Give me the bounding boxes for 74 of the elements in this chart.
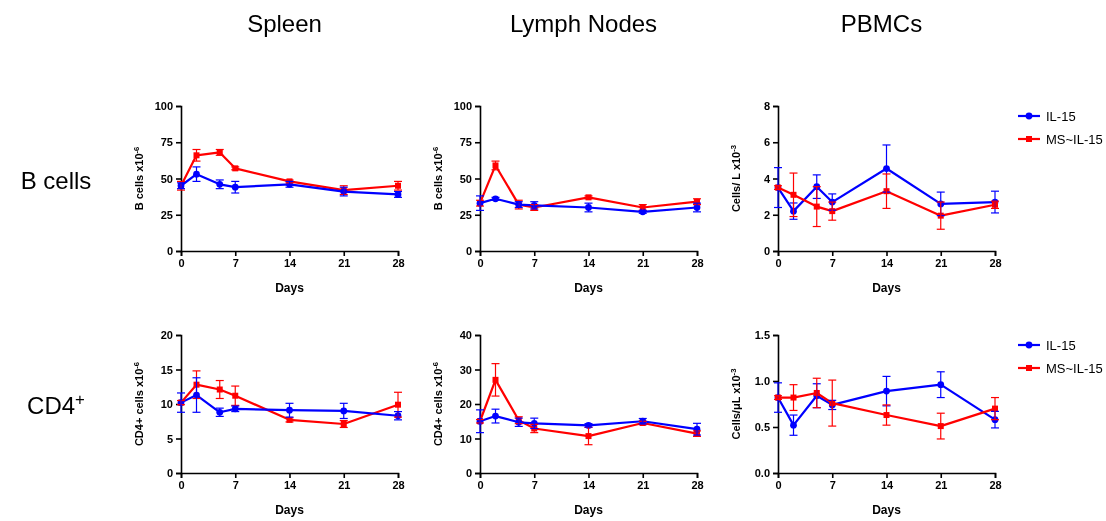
y-tick-label: 20	[160, 329, 173, 342]
chart-title: PBMCs	[840, 10, 923, 37]
x-axis-title: Days	[275, 281, 305, 295]
x-tick-label: 7	[829, 478, 836, 491]
y-tick-label: 0	[763, 245, 770, 258]
y-tick-label: 4	[763, 172, 771, 185]
y-tick-label: 10	[459, 432, 472, 445]
y-tick-label: 8	[763, 100, 770, 113]
y-tick-label: 100	[154, 100, 173, 113]
x-tick-label: 28	[392, 478, 405, 491]
x-tick-label: 7	[829, 256, 836, 269]
y-tick-label: 0	[465, 467, 472, 480]
y-tick-label: 40	[459, 329, 472, 342]
y-tick-label: 25	[160, 208, 173, 221]
x-tick-label: 14	[880, 478, 894, 491]
x-tick-label: 0	[178, 256, 185, 269]
legend-label: IL-15	[1046, 109, 1076, 124]
y-tick-label: 1.5	[754, 329, 770, 342]
y-tick-label: 15	[160, 363, 173, 376]
x-tick-label: 0	[477, 478, 484, 491]
y-tick-label: 0	[166, 467, 173, 480]
x-tick-label: 7	[531, 478, 538, 491]
x-tick-label: 21	[338, 478, 351, 491]
x-tick-label: 21	[935, 478, 948, 491]
y-tick-label: 25	[459, 208, 472, 221]
chart-title: Spleen	[247, 10, 322, 37]
legend-label: IL-15	[1046, 338, 1076, 353]
chart-title: Lymph Nodes	[509, 10, 658, 37]
y-tick-label: 30	[459, 363, 472, 376]
y-tick-label: 1.0	[754, 375, 770, 388]
x-tick-label: 0	[775, 478, 782, 491]
x-axis-title: Days	[872, 281, 902, 295]
x-tick-label: 21	[637, 478, 650, 491]
x-tick-label: 28	[691, 478, 704, 491]
x-tick-label: 7	[232, 478, 239, 491]
x-axis-title: Days	[574, 281, 604, 295]
x-tick-label: 7	[232, 256, 239, 269]
y-tick-label: 0	[166, 245, 173, 258]
y-tick-label: 2	[763, 208, 770, 221]
x-tick-label: 14	[283, 478, 297, 491]
x-tick-label: 14	[582, 256, 596, 269]
y-tick-label: 20	[459, 398, 472, 411]
x-tick-label: 0	[775, 256, 782, 269]
x-tick-label: 0	[178, 478, 185, 491]
y-tick-label: 10	[160, 398, 173, 411]
text: B cells	[20, 166, 92, 194]
x-tick-label: 28	[691, 256, 704, 269]
x-axis-title: Days	[275, 503, 305, 517]
legend-label: MS~IL-15	[1046, 132, 1103, 147]
x-tick-label: 7	[531, 256, 538, 269]
x-tick-label: 28	[392, 256, 405, 269]
y-tick-label: 0.0	[754, 467, 770, 480]
x-tick-label: 21	[637, 256, 650, 269]
y-tick-label: 50	[160, 172, 173, 185]
y-tick-label: 0	[465, 245, 472, 258]
x-tick-label: 14	[880, 256, 894, 269]
y-tick-label: 75	[459, 136, 472, 149]
y-tick-label: 6	[763, 136, 770, 149]
x-tick-label: 28	[989, 478, 1002, 491]
x-tick-label: 14	[582, 478, 596, 491]
x-tick-label: 21	[338, 256, 351, 269]
y-tick-label: 5	[166, 432, 173, 445]
x-tick-label: 0	[477, 256, 484, 269]
text: CD4$^{+}$	[27, 389, 85, 419]
y-tick-label: 75	[160, 136, 173, 149]
x-tick-label: 14	[283, 256, 297, 269]
y-tick-label: 50	[459, 172, 472, 185]
x-axis-title: Days	[872, 503, 902, 517]
legend-label: MS~IL-15	[1046, 361, 1103, 376]
x-tick-label: 28	[989, 256, 1002, 269]
y-tick-label: 0.5	[754, 421, 770, 434]
y-tick-label: 100	[453, 100, 472, 113]
x-axis-title: Days	[574, 503, 604, 517]
x-tick-label: 21	[935, 256, 948, 269]
